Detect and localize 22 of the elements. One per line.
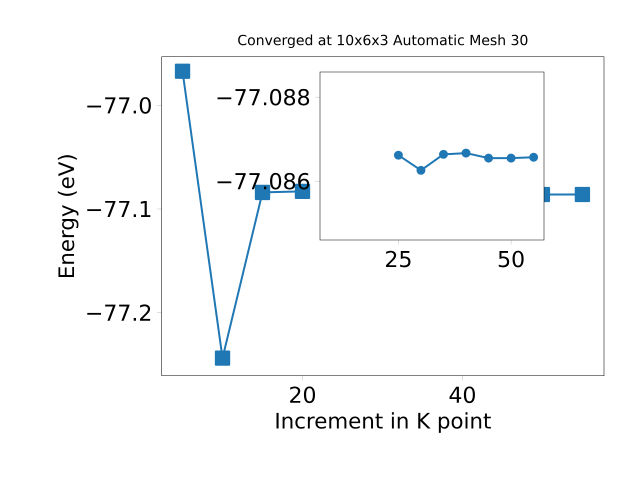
point	[439, 150, 448, 159]
point	[416, 166, 426, 175]
x-tick-label: 40	[450, 386, 475, 404]
y-tick-label: −77.088	[218, 88, 310, 106]
point	[506, 154, 516, 163]
y-tick-label: −77.0	[87, 97, 151, 114]
point	[462, 148, 470, 158]
chart-title: Converged at 10x6x3 Automatic Mesh 30	[238, 34, 528, 48]
x-axis-title: Increment in K point	[276, 412, 491, 433]
point	[529, 152, 538, 162]
y-axis-title: Energy (eV)	[58, 155, 78, 278]
x-tick-label: 25	[386, 250, 410, 268]
y-tick-label: −77.086	[218, 172, 310, 190]
point	[484, 154, 494, 163]
point	[174, 64, 190, 79]
point	[394, 150, 403, 160]
point	[574, 186, 590, 202]
x-tick-label: 20	[290, 386, 316, 404]
y-tick-label: −77.2	[87, 304, 150, 321]
point	[214, 350, 230, 366]
x-tick-label: 50	[498, 250, 524, 268]
y-tick-label: −77.1	[87, 200, 150, 218]
